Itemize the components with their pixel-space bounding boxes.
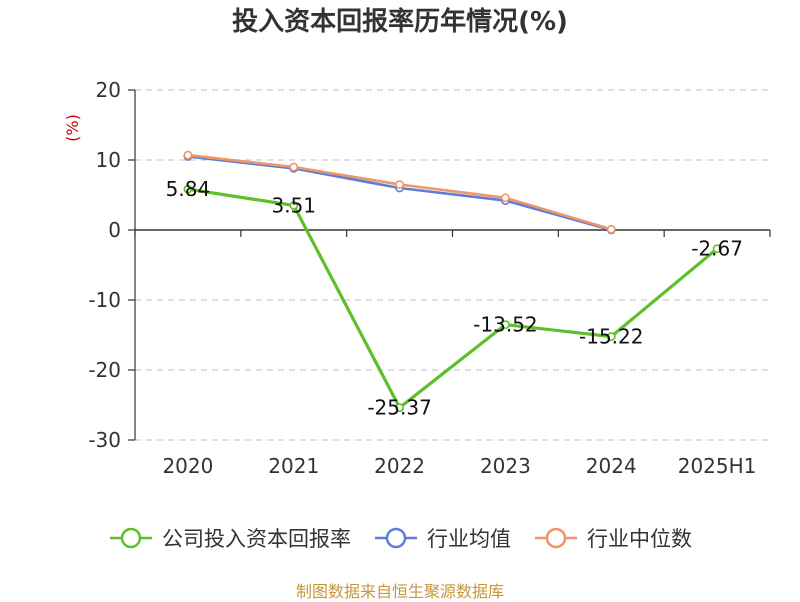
data-label: 5.84 [166, 177, 211, 201]
legend-label: 公司投入资本回报率 [162, 527, 351, 551]
legend-label: 行业中位数 [587, 527, 692, 551]
legend-swatch-icon [375, 527, 417, 549]
data-point [183, 150, 193, 160]
data-point [606, 224, 616, 234]
data-label: -13.52 [473, 313, 537, 337]
data-point [395, 180, 404, 189]
legend-label: 行业均值 [427, 527, 511, 551]
legend-item[interactable]: 公司投入资本回报率 [108, 523, 351, 553]
x-tick-label: 2025H1 [678, 454, 757, 478]
axes: (%) 20 10 0 -10 -20 -30 2020 2021 2022 2023 2024 202… [63, 78, 771, 478]
data-label: -2.67 [691, 237, 743, 261]
legend-item[interactable]: 行业均值 [373, 523, 511, 553]
y-tick-label: 10 [96, 148, 121, 172]
data-point [712, 244, 722, 254]
data-point [606, 332, 616, 341]
source-note: 制图数据来自恒生聚源数据库 [295, 582, 504, 601]
y-tick-label: 0 [108, 218, 121, 242]
x-tick-label: 2020 [162, 454, 213, 478]
y-tick-label: -30 [88, 428, 121, 452]
legend: 公司投入资本回报率 行业均值 行业中位数 [0, 518, 800, 558]
data-label: -25.37 [367, 396, 431, 420]
legend-swatch-icon [535, 527, 577, 549]
data-label: 3.51 [271, 193, 316, 217]
data-point [395, 403, 404, 412]
data-label: -15.22 [579, 325, 643, 349]
x-tick-label: 2021 [268, 454, 319, 478]
y-tick-label: -20 [88, 358, 121, 382]
y-axis-unit: (%) [63, 114, 82, 142]
y-tick-label: 20 [96, 78, 121, 102]
data-labels: 5.84 3.51 -25.37 -13.52 -15.22 -2.67 [166, 177, 743, 419]
y-tick-label: -10 [88, 288, 121, 312]
data-point [289, 201, 299, 210]
x-tick-label: 2023 [480, 454, 531, 478]
series-line [187, 155, 612, 232]
legend-item[interactable]: 行业中位数 [533, 523, 692, 553]
data-point [501, 193, 510, 203]
data-point [501, 320, 510, 330]
chart-title: 投入资本回报率历年情况(%) [232, 7, 568, 37]
legend-swatch-icon [110, 527, 152, 549]
data-point [183, 184, 193, 194]
x-tick-label: 2024 [586, 454, 637, 478]
series-lines [183, 150, 722, 412]
gridlines [135, 89, 770, 441]
data-point [289, 162, 299, 172]
series-line [187, 187, 719, 410]
x-tick-label: 2022 [374, 454, 425, 478]
